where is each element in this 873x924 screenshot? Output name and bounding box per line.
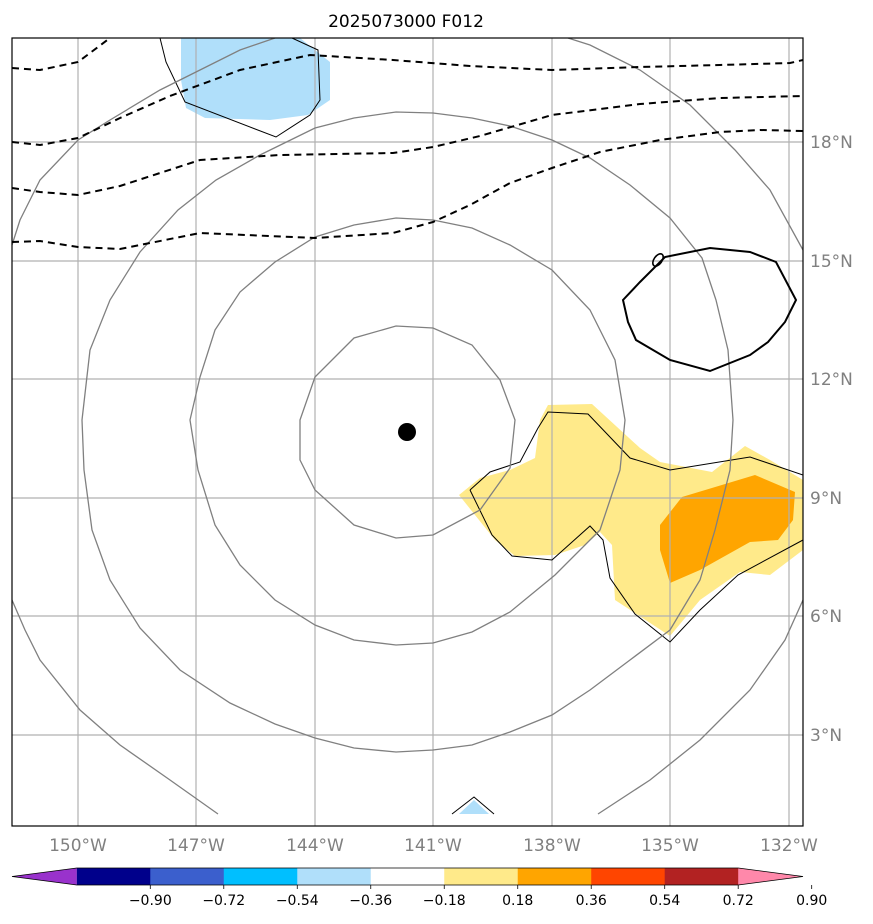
lat-tick-label: 3°N bbox=[810, 726, 842, 746]
lat-tick-labels: 18°N 15°N 12°N 9°N 6°N 3°N bbox=[810, 133, 853, 746]
lat-lon-gridlines bbox=[12, 38, 803, 826]
lat-tick-label: 9°N bbox=[810, 489, 842, 509]
lat-tick-label: 15°N bbox=[810, 252, 853, 272]
colorbar-extend-low bbox=[12, 868, 77, 885]
colorbar-tick-label: 0.90 bbox=[796, 893, 827, 909]
lon-tick-label: 135°W bbox=[641, 836, 699, 856]
small-closed-contour bbox=[652, 253, 664, 267]
map-frame bbox=[11, 37, 804, 827]
dashed-contours bbox=[12, 38, 803, 251]
colorbar-outline bbox=[11, 867, 804, 886]
colorbar-segment bbox=[76, 868, 151, 885]
lon-tick-label: 141°W bbox=[404, 836, 462, 856]
map-panel bbox=[12, 38, 803, 826]
negative-anomaly-fill-north bbox=[181, 38, 330, 120]
solid-black-closed-contour bbox=[621, 246, 798, 373]
colorbar-segment bbox=[664, 868, 739, 885]
colorbar: −0.90 −0.72 −0.54 −0.36 −0.18 0.18 0.36 0.54 0.7… bbox=[11, 867, 827, 909]
lon-tick-label: 132°W bbox=[760, 836, 818, 856]
colorbar-tick-label: −0.72 bbox=[202, 893, 245, 909]
colorbar-tick-label: −0.90 bbox=[129, 893, 172, 909]
lon-tick-label: 144°W bbox=[286, 836, 344, 856]
colorbar-segment bbox=[444, 868, 519, 885]
colorbar-segment bbox=[297, 868, 372, 885]
lon-tick-label: 138°W bbox=[523, 836, 581, 856]
colorbar-tick-label: −0.36 bbox=[349, 893, 392, 909]
storm-center-marker bbox=[398, 423, 416, 441]
colorbar-tick-label: 0.54 bbox=[649, 893, 680, 909]
lat-tick-label: 18°N bbox=[810, 133, 853, 153]
lon-tick-label: 147°W bbox=[167, 836, 225, 856]
map-title: 2025073000 F012 bbox=[328, 12, 484, 32]
lon-tick-labels: 150°W 147°W 144°W 141°W 138°W 135°W 132°… bbox=[49, 836, 818, 856]
colorbar-tick-label: 0.36 bbox=[576, 893, 607, 909]
colorbar-segment bbox=[223, 868, 298, 885]
colorbar-tick-label: −0.54 bbox=[276, 893, 319, 909]
colorbar-tick-label: 0.18 bbox=[502, 893, 533, 909]
thin-black-contour-south-tip bbox=[451, 796, 495, 815]
thin-black-contour-north bbox=[159, 38, 321, 138]
lat-tick-label: 12°N bbox=[810, 370, 853, 390]
lat-tick-label: 6°N bbox=[810, 607, 842, 627]
positive-anomaly-core-fill bbox=[660, 475, 795, 583]
colorbar-segment bbox=[591, 868, 666, 885]
thin-black-contour-south bbox=[469, 489, 803, 643]
colorbar-segment bbox=[150, 868, 225, 885]
ring-contours bbox=[12, 38, 803, 815]
thin-black-contour-east bbox=[469, 411, 803, 491]
colorbar-tick-label: −0.18 bbox=[423, 893, 466, 909]
colorbar-segment bbox=[517, 868, 592, 885]
lon-tick-label: 150°W bbox=[49, 836, 107, 856]
colorbar-segment bbox=[370, 868, 445, 885]
positive-anomaly-fill bbox=[459, 404, 803, 636]
colorbar-extend-high bbox=[738, 868, 803, 885]
negative-anomaly-fill-south bbox=[459, 800, 489, 814]
colorbar-tick-label: 0.72 bbox=[723, 893, 754, 909]
